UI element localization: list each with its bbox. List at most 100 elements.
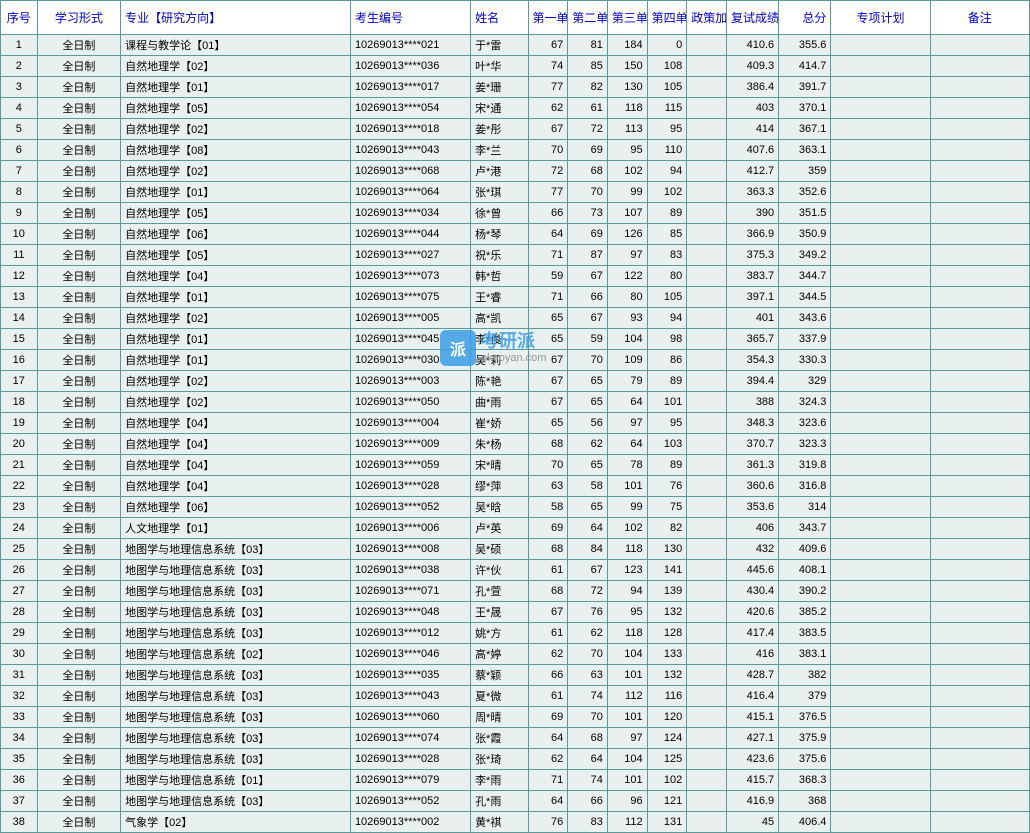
cell-u2: 70 [568,644,608,665]
cell-note [930,812,1029,833]
cell-retest: 360.6 [726,476,778,497]
cell-mode: 全日制 [37,560,121,581]
cell-retest: 386.4 [726,77,778,98]
cell-retest: 416.4 [726,686,778,707]
cell-exam: 10269013****079 [350,770,470,791]
cell-u3: 101 [607,476,647,497]
cell-bonus [687,602,727,623]
cell-major: 自然地理学【02】 [121,56,351,77]
cell-exam: 10269013****017 [350,77,470,98]
cell-name: 黄*祺 [471,812,528,833]
cell-retest: 445.6 [726,560,778,581]
cell-bonus [687,329,727,350]
cell-name: 陈*艳 [471,371,528,392]
cell-seq: 34 [1,728,38,749]
cell-exam: 10269013****003 [350,371,470,392]
cell-bonus [687,581,727,602]
cell-u1: 67 [528,602,568,623]
cell-note [930,98,1029,119]
cell-retest: 394.4 [726,371,778,392]
cell-name: 崔*娇 [471,413,528,434]
table-row: 28全日制地图学与地理信息系统【03】10269013****048王*晟677… [1,602,1030,623]
cell-bonus [687,476,727,497]
cell-u3: 126 [607,224,647,245]
cell-total: 383.1 [779,644,831,665]
cell-major: 自然地理学【01】 [121,350,351,371]
cell-total: 383.5 [779,623,831,644]
cell-mode: 全日制 [37,812,121,833]
cell-bonus [687,119,727,140]
cell-u1: 67 [528,350,568,371]
cell-name: 李*雨 [471,770,528,791]
cell-plan [831,350,930,371]
cell-u3: 101 [607,770,647,791]
cell-total: 375.6 [779,749,831,770]
cell-plan [831,182,930,203]
cell-total: 343.6 [779,308,831,329]
cell-exam: 10269013****043 [350,140,470,161]
cell-total: 368.3 [779,770,831,791]
cell-seq: 22 [1,476,38,497]
cell-u3: 97 [607,245,647,266]
cell-u3: 64 [607,392,647,413]
cell-retest: 407.6 [726,140,778,161]
cell-mode: 全日制 [37,686,121,707]
cell-name: 吴*硕 [471,539,528,560]
cell-seq: 37 [1,791,38,812]
cell-seq: 19 [1,413,38,434]
cell-plan [831,371,930,392]
cell-mode: 全日制 [37,581,121,602]
cell-name: 周*晴 [471,707,528,728]
cell-mode: 全日制 [37,182,121,203]
cell-u2: 70 [568,350,608,371]
cell-total: 391.7 [779,77,831,98]
cell-u1: 65 [528,413,568,434]
cell-name: 张*琪 [471,182,528,203]
cell-name: 姜*彤 [471,119,528,140]
table-row: 10全日制自然地理学【06】10269013****044杨*琴64691268… [1,224,1030,245]
cell-total: 379 [779,686,831,707]
table-row: 36全日制地图学与地理信息系统【01】10269013****079李*雨717… [1,770,1030,791]
cell-total: 355.6 [779,35,831,56]
cell-plan [831,707,930,728]
cell-seq: 14 [1,308,38,329]
cell-u1: 69 [528,518,568,539]
cell-retest: 354.3 [726,350,778,371]
cell-u2: 81 [568,35,608,56]
cell-u4: 86 [647,350,687,371]
header-mode: 学习形式 [37,1,121,35]
cell-total: 359 [779,161,831,182]
cell-u3: 99 [607,497,647,518]
cell-major: 自然地理学【01】 [121,287,351,308]
cell-bonus [687,140,727,161]
cell-name: 杨*琴 [471,224,528,245]
cell-u4: 89 [647,455,687,476]
cell-bonus [687,308,727,329]
cell-u2: 65 [568,371,608,392]
cell-u2: 82 [568,77,608,98]
cell-plan [831,728,930,749]
cell-u3: 78 [607,455,647,476]
cell-bonus [687,455,727,476]
table-row: 22全日制自然地理学【04】10269013****028缪*萍63581017… [1,476,1030,497]
cell-seq: 29 [1,623,38,644]
cell-retest: 361.3 [726,455,778,476]
cell-major: 地图学与地理信息系统【03】 [121,539,351,560]
cell-exam: 10269013****046 [350,644,470,665]
cell-bonus [687,245,727,266]
cell-major: 地图学与地理信息系统【01】 [121,770,351,791]
cell-u3: 112 [607,812,647,833]
cell-seq: 33 [1,707,38,728]
cell-major: 自然地理学【02】 [121,392,351,413]
cell-u3: 102 [607,518,647,539]
cell-u1: 64 [528,728,568,749]
cell-u4: 108 [647,56,687,77]
cell-major: 人文地理学【01】 [121,518,351,539]
cell-u1: 68 [528,581,568,602]
cell-note [930,644,1029,665]
cell-plan [831,644,930,665]
table-row: 26全日制地图学与地理信息系统【03】10269013****038许*伙616… [1,560,1030,581]
cell-exam: 10269013****038 [350,560,470,581]
cell-name: 于*雷 [471,35,528,56]
cell-seq: 35 [1,749,38,770]
